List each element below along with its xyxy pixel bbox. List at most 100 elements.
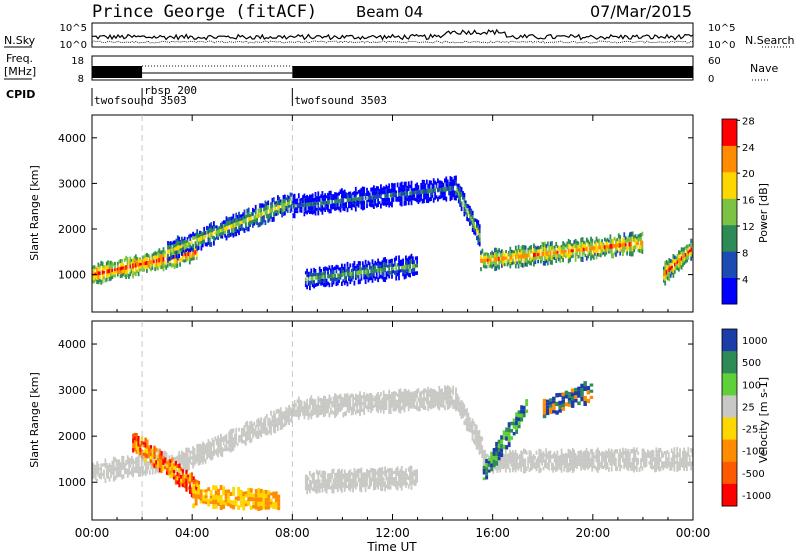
heatmap-cell [568,395,572,398]
heatmap-cell [103,469,105,472]
heatmap-cell [577,390,581,394]
heatmap-cell [452,386,454,391]
heatmap-cell [230,492,233,496]
heatmap-cell [466,408,468,413]
heatmap-cell [164,458,166,461]
heatmap-cell [185,470,187,474]
heatmap-cell [337,488,339,493]
heatmap-cell [658,453,660,458]
heatmap-cell [240,490,243,494]
heatmap-cell [571,404,575,408]
heatmap-cell [365,279,367,284]
heatmap-cell [372,278,374,283]
heatmap-cell [331,474,333,479]
heatmap-cell [202,498,205,501]
heatmap-cell [582,257,584,262]
heatmap-cell [349,399,351,403]
heatmap-cell [423,401,425,405]
heatmap-cell [598,239,600,243]
heatmap-cell [398,275,400,280]
heatmap-cell [397,466,399,471]
heatmap-cell [262,502,265,506]
heatmap-cell [202,501,205,504]
heatmap-cell [526,451,528,455]
heatmap-cell [284,211,286,215]
heatmap-cell [416,260,418,264]
heatmap-cell [388,267,390,271]
heatmap-cell [349,263,351,267]
heatmap-cell [676,447,678,452]
heatmap-cell [420,395,422,398]
heatmap-cell [549,405,553,408]
heatmap-cell [402,259,404,263]
cpid-segment-label: rbsp 200 [144,84,197,97]
heatmap-cell [621,465,623,468]
heatmap-cell [237,505,240,510]
heatmap-cell [495,447,498,452]
heatmap-cell [294,194,296,199]
heatmap-cell [498,452,501,456]
colorbar-tick-label: -500 [742,469,765,480]
heatmap-cell [354,281,356,286]
heatmap-cell [324,475,326,479]
heatmap-cell [485,459,488,463]
heatmap-cell [324,275,326,279]
heatmap-cell [493,463,496,467]
heatmap-cell [196,257,198,260]
heatmap-cell [232,491,235,496]
heatmap-cell [558,405,562,409]
heatmap-cell [277,495,280,499]
heatmap-cell [205,501,208,504]
heatmap-cell [543,403,547,407]
heatmap-cell [358,473,360,478]
heatmap-cell [687,447,689,452]
heatmap-cell [217,453,219,457]
heatmap-cell [495,461,498,466]
heatmap-cell [401,466,403,471]
heatmap-cell [225,490,228,493]
heatmap-cell [572,249,574,252]
heatmap-cell [493,448,496,452]
heatmap-cell [356,482,358,486]
heatmap-cell [212,485,215,490]
heatmap-cell [188,242,190,246]
heatmap-cell [347,281,349,286]
heatmap-cell [586,247,588,252]
heatmap-cell [178,254,180,258]
heatmap-cell [488,461,491,464]
heatmap-cell [409,264,411,268]
heatmap-cell [267,506,270,510]
colorbar-tick-label: 12 [742,222,755,233]
heatmap-cell [149,470,151,475]
heatmap-cell [490,258,492,261]
heatmap-cell [127,269,129,273]
heatmap-cell [401,197,403,202]
heatmap-cell [543,414,547,418]
heatmap-cell [205,495,208,498]
heatmap-cell [510,429,513,433]
colorbar-tick-label: 16 [742,196,755,207]
heatmap-cell [386,404,388,407]
heatmap-cell [523,414,526,418]
heatmap-cell [420,194,422,198]
heatmap-cell [228,229,230,233]
heatmap-cell [195,502,198,506]
heatmap-cell [272,203,274,208]
heatmap-cell [220,495,223,500]
heatmap-cell [561,449,563,454]
heatmap-cell [534,456,536,459]
heatmap-cell [270,493,273,496]
heatmap-cell [668,458,670,461]
heatmap-cell [98,464,100,467]
heatmap-cell [141,436,143,440]
heatmap-cell [507,256,509,259]
heatmap-cell [222,491,225,496]
heatmap-cell [267,491,270,495]
heatmap-cell [250,497,253,501]
heatmap-cell [117,274,119,277]
heatmap-cell [500,435,503,439]
heatmap-cell [401,486,403,491]
colorbar-tick-label: 1000 [742,336,767,347]
heatmap-cell [445,197,447,202]
heatmap-cell [625,243,627,246]
